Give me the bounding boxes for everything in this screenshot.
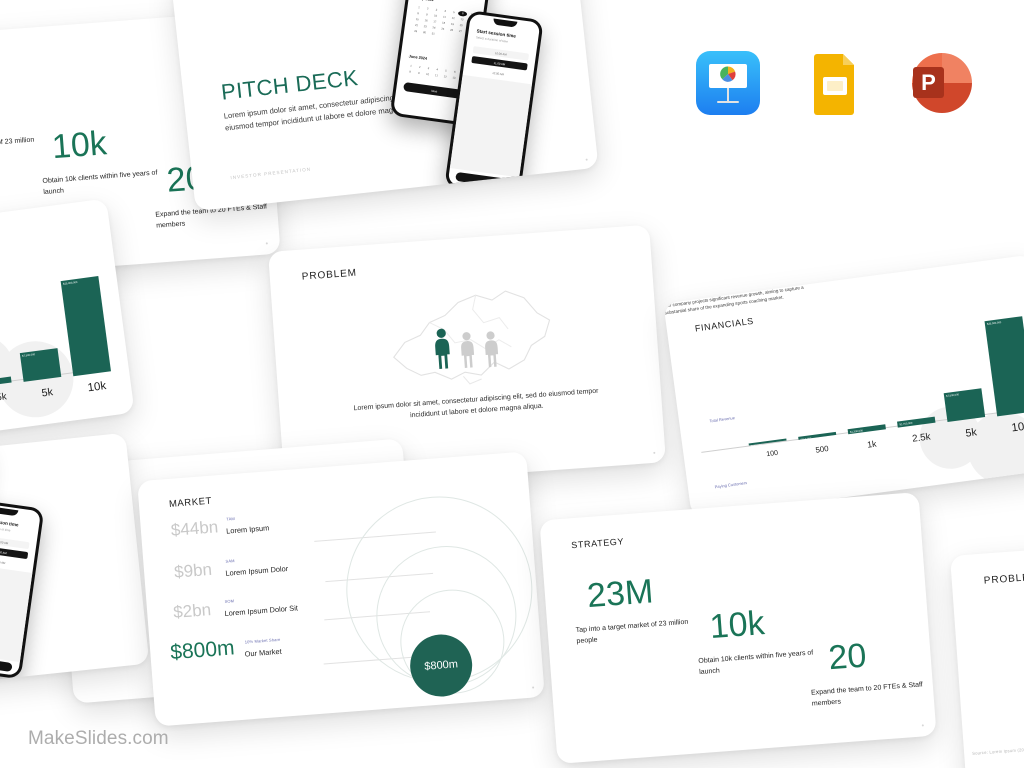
- phone-mockup-slide-partial[interactable]: Select start session date Select a start…: [0, 432, 150, 692]
- apple-keynote-icon[interactable]: [695, 50, 761, 116]
- svg-text:P: P: [921, 70, 936, 95]
- strategy-stat-caption-1: Tap into a target market of 23 million p…: [575, 618, 689, 645]
- market-label-sam: Lorem Ipsum Dolor: [225, 564, 289, 578]
- market-slide[interactable]: MARKET $44bn TAM Lorem Ipsum $9bn SAM Lo…: [137, 451, 545, 727]
- slide-corner-dot: [265, 242, 268, 245]
- slide-kicker: MARKET: [168, 495, 213, 510]
- market-label-tam: Lorem Ipsum: [225, 523, 270, 536]
- phone-screen-title: Start session time: [0, 517, 19, 528]
- market-value-sam: $9bn: [173, 559, 213, 582]
- market-value-our: $800m: [169, 636, 236, 665]
- chart-bar: [984, 316, 1024, 417]
- market-tag-som: SOM: [224, 598, 235, 604]
- financials-slide[interactable]: FINANCIALS Our company projects signific…: [663, 254, 1024, 518]
- phone-notch: [0, 507, 19, 517]
- strategy-stat-caption-2: Obtain 10k clients within five years of …: [42, 169, 158, 196]
- phone-screen-body: [449, 74, 532, 178]
- strategy-slide[interactable]: STRATEGY 23M Tap into a target market of…: [539, 492, 937, 764]
- chart-y-axis-label: Total Revenue: [709, 415, 736, 424]
- strategy-stat-number-2: 10k: [708, 604, 766, 647]
- chart-x-axis-label: Paying Customers: [714, 480, 748, 490]
- market-value-tam: $44bn: [170, 517, 219, 540]
- strategy-stat-caption-1: Tap into a target market of 23 million p…: [0, 136, 35, 152]
- strategy-stat-caption-3: Expand the team to 20 FTEs & Staff membe…: [810, 681, 923, 708]
- chart-bar-value-label: $650,000: [800, 437, 812, 442]
- calendar-month-2: June 2024: [408, 54, 428, 61]
- problem-slide-partial-right[interactable]: PROBLEM Source: Lorem Ipsum (2024): [949, 528, 1024, 768]
- market-label-som: Lorem Ipsum Dolor Sit: [224, 603, 299, 618]
- market-tag-tam: TAM: [226, 515, 236, 522]
- financials-bar-group: $130,000$650,000$1,300,000$1,750,000$7,5…: [0, 212, 111, 388]
- financials-description: Our company projects significant revenue…: [663, 284, 804, 316]
- slide-kicker: PROBLEM: [301, 267, 358, 283]
- slide-corner-dot: [921, 724, 924, 727]
- strategy-stat-caption-2: Obtain 10k clients within five years of …: [698, 649, 814, 676]
- chart-x-tick-label: 1k: [866, 438, 877, 450]
- phone-screen-body: [0, 563, 33, 663]
- slide-kicker: PROBLEM: [983, 571, 1024, 587]
- strategy-stat-number-2: 10k: [50, 124, 109, 167]
- person-icon-muted: [461, 332, 475, 368]
- strategy-stat-number-3: 20: [827, 636, 868, 678]
- chart-x-tick-label: 10k: [1010, 420, 1024, 435]
- phone-mockup-time-2: Start session time Select a duration of …: [0, 498, 45, 680]
- pitch-deck-slide[interactable]: PITCH DECK Lorem ipsum dolor sit amet, c…: [170, 0, 599, 212]
- calendar-month-1: May 2024: [417, 0, 434, 2]
- market-label-our: Our Market: [244, 646, 282, 659]
- slide-kicker: STRATEGY: [570, 536, 625, 551]
- strategy-stat-number-1: 23M: [585, 572, 655, 616]
- pitch-deck-footer: INVESTOR PRESENTATION: [230, 166, 312, 181]
- chart-x-tick-label: 500: [814, 443, 830, 455]
- chart-x-tick-label: 100: [765, 449, 779, 459]
- phone-notch: [492, 18, 518, 28]
- market-tag-sam: SAM: [225, 558, 235, 564]
- slide-corner-dot: [653, 451, 656, 454]
- chart-bar-value-label: $130,000: [750, 443, 762, 449]
- problem-source: Source: Lorem Ipsum (2024): [971, 746, 1024, 756]
- google-slides-icon[interactable]: [802, 50, 868, 116]
- time-option-1[interactable]: 10:00 AM: [0, 534, 30, 550]
- slide-kicker: FINANCIALS: [694, 315, 755, 334]
- chart-x-tick-label: 10k: [86, 380, 107, 395]
- person-icon-muted: [485, 331, 499, 368]
- chart-bar-value-label: $1,300,000: [849, 428, 864, 434]
- microsoft-powerpoint-icon[interactable]: P: [905, 48, 972, 114]
- market-value-som: $2bn: [172, 600, 212, 622]
- map-illustration: [371, 272, 578, 396]
- market-tag-our: 10% Market Share: [244, 636, 281, 645]
- slide-corner-dot: [585, 158, 588, 161]
- problem-slide[interactable]: PROBLEM Lorem ipsum do: [267, 224, 667, 490]
- calendar-day[interactable]: 31: [431, 32, 435, 36]
- site-watermark: MakeSlides.com: [28, 728, 169, 749]
- person-icon-highlighted: [435, 328, 450, 370]
- slide-corner-dot: [532, 686, 535, 689]
